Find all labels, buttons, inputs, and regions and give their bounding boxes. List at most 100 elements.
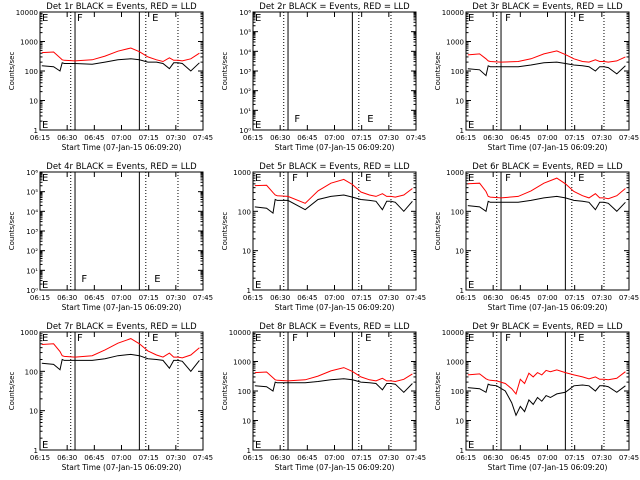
x-tick-label: 06:15 <box>456 134 476 142</box>
panel-title: Det 9r BLACK = Events, RED = LLD <box>472 322 623 332</box>
y-tick-label: 10⁴ <box>239 48 251 56</box>
lld-series-line <box>467 177 626 200</box>
marker-letter: F <box>294 114 300 125</box>
x-tick-label: 07:45 <box>406 294 426 302</box>
panel-4: Det 4r BLACK = Events, RED = LLD 10⁰ 10¹ 10… <box>8 162 213 312</box>
y-tick-label: 100 <box>451 208 464 216</box>
x-tick-label: 06:15 <box>243 294 263 302</box>
x-tick-label: 06:15 <box>243 134 263 142</box>
events-series-line <box>467 383 626 417</box>
marker-letter: E <box>255 280 261 291</box>
x-tick-label: 07:30 <box>166 294 186 302</box>
y-tick-label: 1000 <box>233 169 251 177</box>
y-tick-label: 100 <box>238 388 251 396</box>
y-tick-label: 10 <box>455 418 464 426</box>
x-tick-label: 07:30 <box>592 454 612 462</box>
y-tick-label: 1 <box>34 127 38 135</box>
y-axis-label: Counts/sec <box>434 372 442 411</box>
x-tick-label: 06:45 <box>84 454 104 462</box>
lld-series-line <box>467 369 626 395</box>
marker-letter: F <box>505 333 511 344</box>
x-tick-label: 07:30 <box>379 134 399 142</box>
panel-title: Det 4r BLACK = Events, RED = LLD <box>46 162 197 172</box>
x-tick-label: 07:00 <box>537 294 557 302</box>
y-tick-label: 1000 <box>446 169 464 177</box>
events-series-line <box>41 353 200 373</box>
marker-letter: F <box>77 13 83 24</box>
y-tick-label: 1000 <box>20 39 38 47</box>
marker-letter: E <box>42 333 48 344</box>
panel-title: Det 1r BLACK = Events, RED = LLD <box>46 2 197 12</box>
y-tick-label: 10000 <box>16 9 38 17</box>
plot-frame <box>465 171 630 291</box>
x-axis-label: Start Time (07-Jan-15 06:09:20) <box>275 143 395 152</box>
x-tick-label: 06:15 <box>30 454 50 462</box>
x-tick-label: 07:30 <box>592 294 612 302</box>
y-tick-label: 10 <box>455 98 464 106</box>
y-tick-label: 10³ <box>26 228 38 236</box>
panel-1: Det 1r BLACK = Events, RED = LLD 1 10 100 10… <box>8 2 213 152</box>
lld-series-line <box>254 367 413 383</box>
marker-letter: E <box>367 114 373 125</box>
plot-frame <box>252 11 417 131</box>
marker-letter: E <box>468 13 474 24</box>
x-tick-label: 06:30 <box>57 454 77 462</box>
x-tick-label: 07:00 <box>324 454 344 462</box>
x-tick-label: 07:15 <box>352 134 372 142</box>
y-tick-label: 10¹ <box>239 107 251 115</box>
y-tick-label: 1 <box>247 447 251 455</box>
x-tick-label: 07:45 <box>193 454 213 462</box>
plot-frame <box>252 171 417 291</box>
marker-letter: E <box>42 280 48 291</box>
x-tick-label: 06:45 <box>84 294 104 302</box>
marker-letter: E <box>578 333 584 344</box>
x-tick-label: 06:15 <box>456 294 476 302</box>
x-tick-label: 06:30 <box>483 134 503 142</box>
x-tick-label: 06:45 <box>510 454 530 462</box>
y-tick-label: 10² <box>26 248 38 256</box>
marker-letter: E <box>468 440 474 451</box>
x-tick-label: 07:15 <box>352 294 372 302</box>
x-tick-label: 07:45 <box>619 454 639 462</box>
marker-letter: F <box>77 333 83 344</box>
plot-frame <box>465 11 630 131</box>
y-tick-label: 10¹ <box>26 267 38 275</box>
marker-letter: F <box>81 274 87 285</box>
marker-letter: E <box>468 280 474 291</box>
lld-series-line <box>254 178 413 204</box>
y-tick-label: 1000 <box>20 329 38 337</box>
plot-frame <box>39 11 204 131</box>
marker-letter: E <box>255 173 261 184</box>
x-tick-label: 07:45 <box>406 454 426 462</box>
x-tick-label: 07:15 <box>139 454 159 462</box>
lld-series-line <box>467 50 626 63</box>
y-tick-label: 10⁰ <box>26 287 38 295</box>
plot-frame <box>465 331 630 451</box>
x-axis-label: Start Time (07-Jan-15 06:09:20) <box>488 303 608 312</box>
marker-letter: E <box>468 333 474 344</box>
y-tick-label: 100 <box>25 368 38 376</box>
y-tick-label: 10000 <box>229 329 251 337</box>
panel-7: Det 7r BLACK = Events, RED = LLD 1 10 100 10… <box>8 322 213 472</box>
lld-series-line <box>41 338 200 359</box>
panel-title: Det 6r BLACK = Events, RED = LLD <box>472 162 623 172</box>
x-tick-label: 07:15 <box>565 454 585 462</box>
x-tick-label: 07:00 <box>111 134 131 142</box>
events-series-line <box>467 61 626 77</box>
y-axis-label: Counts/sec <box>434 212 442 251</box>
y-tick-label: 10⁴ <box>26 208 38 216</box>
x-axis-label: Start Time (07-Jan-15 06:09:20) <box>275 303 395 312</box>
x-axis-label: Start Time (07-Jan-15 06:09:20) <box>488 463 608 472</box>
x-tick-label: 06:45 <box>297 294 317 302</box>
y-tick-label: 100 <box>451 68 464 76</box>
y-tick-label: 1000 <box>233 359 251 367</box>
marker-letter: E <box>152 333 158 344</box>
x-tick-label: 06:45 <box>510 294 530 302</box>
y-tick-label: 10² <box>239 88 251 96</box>
panel-6: Det 6r BLACK = Events, RED = LLD 1 10 100 10… <box>434 162 639 312</box>
marker-letter: E <box>578 13 584 24</box>
x-tick-label: 07:30 <box>379 294 399 302</box>
panel-3: Det 3r BLACK = Events, RED = LLD 1 10 100 10… <box>434 2 639 152</box>
events-series-line <box>254 194 413 215</box>
x-axis-label: Start Time (07-Jan-15 06:09:20) <box>62 303 182 312</box>
